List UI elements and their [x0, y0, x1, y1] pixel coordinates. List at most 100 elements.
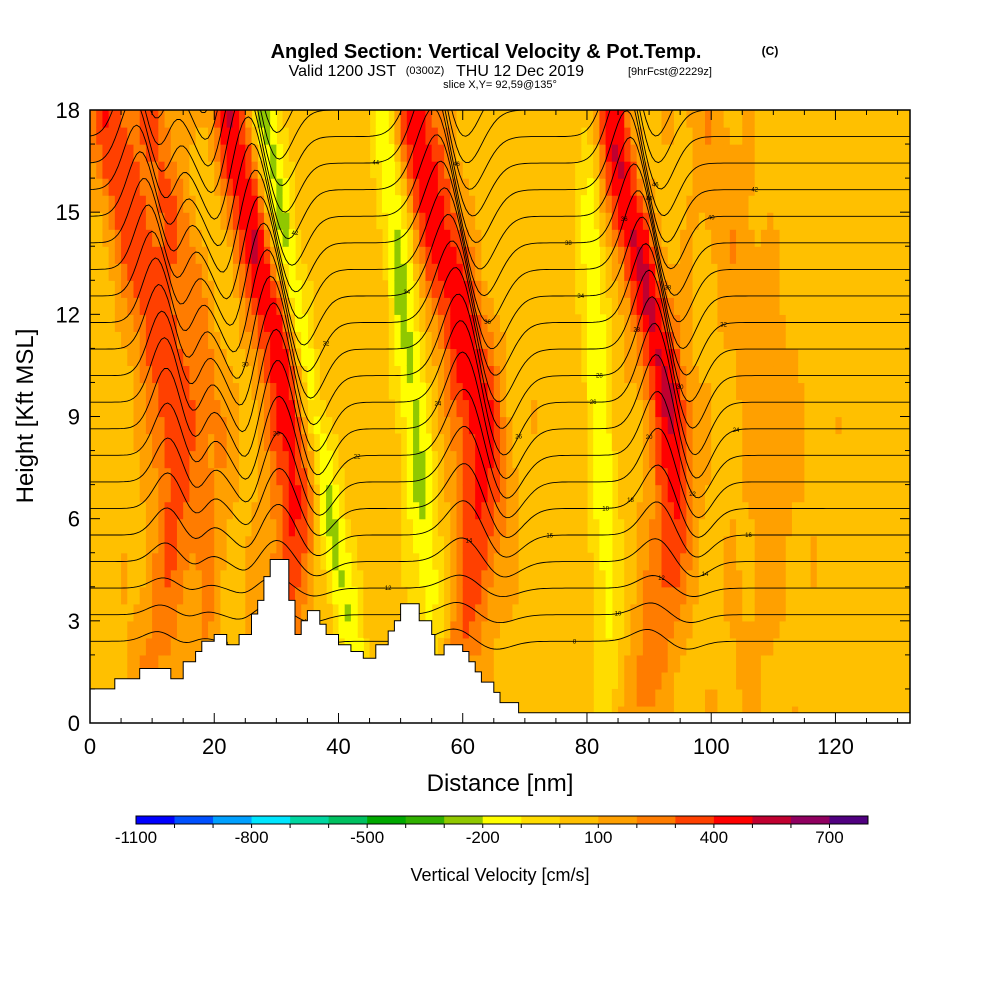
field-cell — [611, 365, 619, 384]
field-cell — [220, 382, 228, 401]
field-cell — [282, 467, 290, 486]
field-cell — [158, 280, 166, 298]
isentrope-line — [90, 601, 910, 624]
field-cell — [593, 348, 600, 367]
field-cell — [555, 314, 563, 332]
field-cell — [574, 365, 582, 384]
field-cell — [319, 161, 327, 179]
field-cell — [568, 178, 576, 196]
isentrope-label: 8 — [573, 639, 577, 645]
isentrope-line — [90, 110, 910, 243]
isentrope-label: 38 — [565, 241, 572, 247]
field-cell — [326, 314, 333, 332]
field-cell — [270, 433, 277, 452]
field-cell — [245, 280, 253, 298]
field-cell — [767, 127, 774, 145]
field-cell — [636, 246, 644, 264]
field-cell — [276, 280, 284, 298]
field-cell — [226, 297, 234, 315]
field-cell — [829, 450, 837, 469]
field-cell — [823, 229, 830, 247]
field-cell — [493, 178, 501, 196]
field-cell — [705, 416, 712, 435]
field-cell — [810, 195, 818, 213]
field-cell — [114, 586, 122, 605]
field-cell — [456, 178, 464, 196]
field-cell — [748, 246, 756, 264]
field-cell — [835, 433, 843, 452]
field-cell — [338, 161, 346, 179]
field-cell — [810, 297, 818, 315]
field-cell — [605, 161, 613, 179]
field-cell — [319, 365, 327, 384]
field-cell — [369, 450, 377, 469]
field-cell — [357, 297, 364, 315]
field-cell — [711, 518, 719, 537]
field-cell — [897, 450, 905, 469]
field-cell — [133, 178, 141, 196]
field-cell — [686, 144, 694, 162]
field-cell — [673, 263, 681, 281]
field-cell — [518, 399, 526, 418]
field-cell — [878, 620, 886, 639]
colorbar-swatch — [136, 816, 176, 824]
field-cell — [878, 280, 886, 298]
field-cell — [394, 467, 402, 486]
field-cell — [121, 433, 128, 452]
field-cell — [152, 484, 159, 503]
field-cell — [810, 637, 818, 656]
field-cell — [748, 399, 756, 418]
field-cell — [220, 416, 228, 435]
field-cell — [369, 484, 377, 503]
field-cell — [301, 450, 309, 469]
field-cell — [773, 688, 781, 707]
field-cell — [798, 433, 805, 452]
field-cell — [543, 416, 551, 435]
field-cell — [475, 654, 482, 673]
field-cell — [630, 688, 638, 707]
field-cell — [742, 501, 750, 520]
field-cell — [208, 348, 215, 367]
field-cell — [760, 484, 768, 503]
field-cell — [195, 399, 203, 418]
field-cell — [586, 365, 594, 384]
field-cell — [456, 144, 464, 162]
field-cell — [363, 144, 371, 162]
field-cell — [680, 620, 687, 639]
field-cell — [462, 535, 470, 554]
field-cell — [114, 348, 122, 367]
field-cell — [711, 161, 719, 179]
field-cell — [841, 229, 849, 247]
isentrope-label: 24 — [733, 428, 740, 434]
field-cell — [655, 535, 663, 554]
field-cell — [456, 467, 464, 486]
field-cell — [891, 467, 899, 486]
field-cell — [543, 297, 551, 315]
field-cell — [760, 314, 768, 332]
field-cell — [655, 161, 663, 179]
field-cell — [810, 110, 818, 128]
field-cell — [785, 484, 793, 503]
field-cell — [878, 382, 886, 401]
field-cell — [624, 416, 632, 435]
field-cell — [823, 535, 830, 554]
field-cell — [823, 297, 830, 315]
field-cell — [729, 671, 737, 690]
field-cell — [263, 501, 271, 520]
field-cell — [537, 246, 545, 264]
field-cell — [897, 229, 905, 247]
field-cell — [835, 127, 843, 145]
field-cell — [773, 365, 781, 384]
field-cell — [860, 110, 868, 128]
field-cell — [767, 195, 774, 213]
field-cell — [723, 110, 731, 128]
field-cell — [270, 195, 277, 213]
field-cell — [562, 620, 569, 639]
field-cell — [630, 280, 638, 298]
field-cell — [729, 467, 737, 486]
field-cell — [208, 246, 215, 264]
field-cell — [363, 195, 371, 213]
field-cell — [823, 688, 830, 707]
field-cell — [630, 127, 638, 145]
field-cell — [810, 501, 818, 520]
